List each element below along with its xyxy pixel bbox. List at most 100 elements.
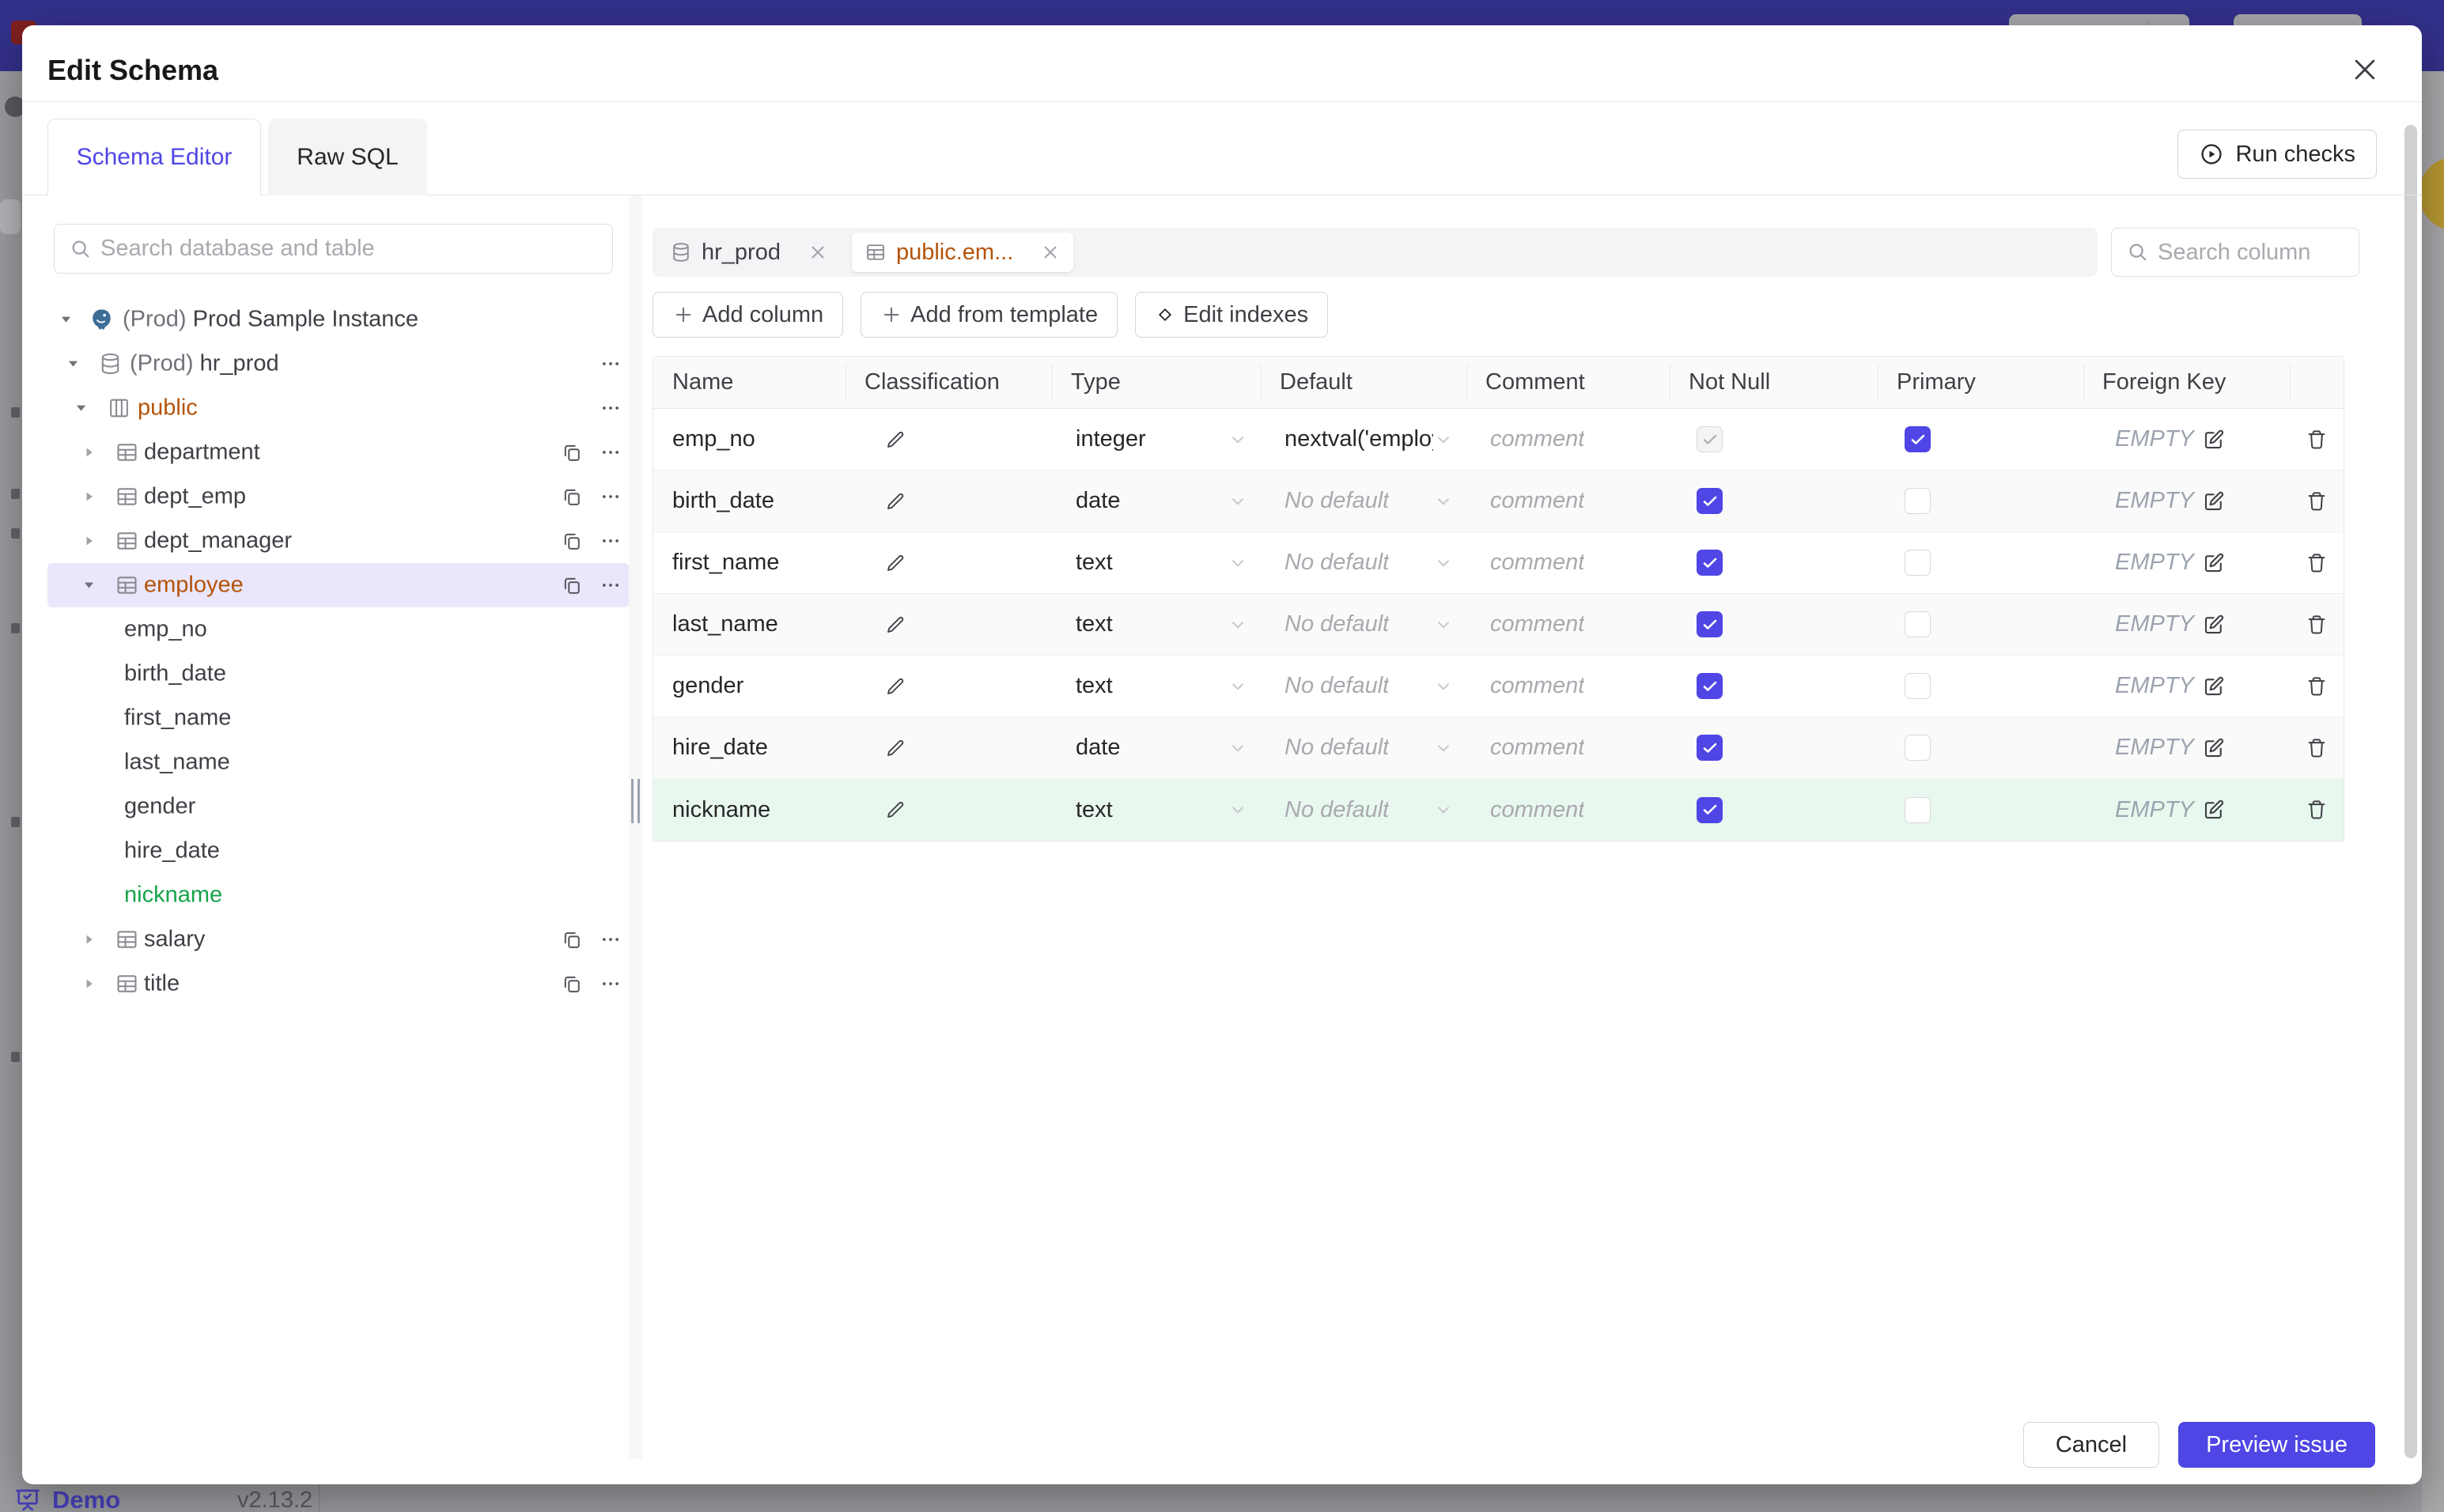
more-icon[interactable] <box>600 442 621 463</box>
tab-schema-editor[interactable]: Schema Editor <box>47 119 261 195</box>
primary-checkbox[interactable] <box>1905 488 1931 514</box>
caret-right-icon[interactable] <box>82 933 96 947</box>
close-chip-icon[interactable] <box>1040 242 1061 263</box>
column-name-cell[interactable]: hire_date <box>672 735 768 760</box>
run-checks-button[interactable]: Run checks <box>2177 130 2377 179</box>
column-name-cell[interactable]: nickname <box>672 796 771 822</box>
delete-column-icon[interactable] <box>2305 675 2329 698</box>
foreign-key-edit-icon[interactable] <box>2202 736 2226 760</box>
classification-edit-icon[interactable] <box>883 798 907 822</box>
copy-icon[interactable] <box>561 530 583 552</box>
tree-item-dept_manager[interactable]: dept_manager <box>47 519 629 563</box>
type-select[interactable]: text <box>1052 532 1261 593</box>
tab-raw-sql[interactable]: Raw SQL <box>268 119 427 195</box>
tree-item-birth_date[interactable]: birth_date <box>47 652 629 696</box>
comment-input[interactable]: comment <box>1490 611 1585 637</box>
column-name-cell[interactable]: birth_date <box>672 488 774 513</box>
delete-column-icon[interactable] <box>2305 551 2329 575</box>
default-select[interactable]: No default <box>1261 656 1466 716</box>
more-icon[interactable] <box>600 486 621 507</box>
column-search-input[interactable] <box>2158 229 2349 276</box>
copy-icon[interactable] <box>561 574 583 596</box>
default-select[interactable]: nextval('employ <box>1261 409 1466 470</box>
edit-indexes-button[interactable]: Edit indexes <box>1135 292 1329 338</box>
caret-right-icon[interactable] <box>82 977 96 991</box>
more-icon[interactable] <box>600 973 621 994</box>
preview-issue-button[interactable]: Preview issue <box>2178 1422 2375 1468</box>
caret-down-icon[interactable] <box>59 313 73 327</box>
comment-input[interactable]: comment <box>1490 550 1585 575</box>
comment-input[interactable]: comment <box>1490 488 1585 513</box>
classification-edit-icon[interactable] <box>883 490 907 513</box>
default-select[interactable]: No default <box>1261 471 1466 531</box>
column-name-cell[interactable]: gender <box>672 673 744 698</box>
close-chip-icon[interactable] <box>808 242 828 263</box>
tab-chip-public-employee[interactable]: public.em... <box>851 232 1074 272</box>
not-null-checkbox[interactable] <box>1697 488 1723 514</box>
primary-checkbox[interactable] <box>1905 796 1931 823</box>
comment-input[interactable]: comment <box>1490 735 1585 760</box>
delete-column-icon[interactable] <box>2305 736 2329 760</box>
caret-right-icon[interactable] <box>82 446 96 459</box>
column-name-cell[interactable]: last_name <box>672 611 778 637</box>
foreign-key-edit-icon[interactable] <box>2202 798 2226 822</box>
type-select[interactable]: text <box>1052 594 1261 655</box>
foreign-key-edit-icon[interactable] <box>2202 428 2226 452</box>
foreign-key-edit-icon[interactable] <box>2202 490 2226 513</box>
copy-icon[interactable] <box>561 441 583 463</box>
tree-item-employee[interactable]: employee <box>47 563 629 607</box>
database-search-input[interactable] <box>100 225 603 273</box>
classification-edit-icon[interactable] <box>883 736 907 760</box>
caret-down-icon[interactable] <box>74 402 88 415</box>
type-select[interactable]: text <box>1052 779 1261 841</box>
tree-item-gender[interactable]: gender <box>47 784 629 829</box>
column-name-cell[interactable]: emp_no <box>672 426 755 452</box>
copy-icon[interactable] <box>561 486 583 508</box>
column-name-cell[interactable]: first_name <box>672 550 780 575</box>
not-null-checkbox[interactable] <box>1697 735 1723 761</box>
foreign-key-edit-icon[interactable] <box>2202 675 2226 698</box>
delete-column-icon[interactable] <box>2305 490 2329 513</box>
foreign-key-edit-icon[interactable] <box>2202 613 2226 637</box>
caret-down-icon[interactable] <box>66 357 80 371</box>
tree-item-nickname[interactable]: nickname <box>47 873 629 917</box>
pane-resizer[interactable] <box>629 195 642 1459</box>
not-null-checkbox[interactable] <box>1697 611 1723 637</box>
tree-item-salary[interactable]: salary <box>47 917 629 962</box>
modal-scrollbar[interactable] <box>2404 125 2417 1458</box>
tree-item-emp_no[interactable]: emp_no <box>47 607 629 652</box>
delete-column-icon[interactable] <box>2305 613 2329 637</box>
primary-checkbox[interactable] <box>1905 735 1931 761</box>
comment-input[interactable]: comment <box>1490 673 1585 698</box>
tree-item-hire_date[interactable]: hire_date <box>47 829 629 873</box>
more-icon[interactable] <box>600 929 621 950</box>
default-select[interactable]: No default <box>1261 532 1466 593</box>
close-icon[interactable] <box>2349 54 2381 85</box>
default-select[interactable]: No default <box>1261 717 1466 778</box>
more-icon[interactable] <box>600 531 621 551</box>
primary-checkbox[interactable] <box>1905 426 1931 452</box>
default-select[interactable]: No default <box>1261 779 1466 841</box>
not-null-checkbox[interactable] <box>1697 796 1723 823</box>
tree-item-department[interactable]: department <box>47 430 629 474</box>
comment-input[interactable]: comment <box>1490 426 1585 452</box>
copy-icon[interactable] <box>561 973 583 995</box>
not-null-checkbox[interactable] <box>1697 426 1723 452</box>
caret-right-icon[interactable] <box>82 490 96 504</box>
more-icon[interactable] <box>600 353 621 374</box>
tree-item-hr_prod[interactable]: (Prod) hr_prod <box>47 342 629 386</box>
tab-chip-hr-prod[interactable]: hr_prod <box>657 232 841 272</box>
tree-item-title[interactable]: title <box>47 962 629 1006</box>
add-column-button[interactable]: Add column <box>653 292 844 338</box>
not-null-checkbox[interactable] <box>1697 550 1723 576</box>
primary-checkbox[interactable] <box>1905 673 1931 699</box>
classification-edit-icon[interactable] <box>883 613 907 637</box>
delete-column-icon[interactable] <box>2305 798 2329 822</box>
classification-edit-icon[interactable] <box>883 428 907 452</box>
delete-column-icon[interactable] <box>2305 428 2329 452</box>
foreign-key-edit-icon[interactable] <box>2202 551 2226 575</box>
more-icon[interactable] <box>600 398 621 418</box>
type-select[interactable]: integer <box>1052 409 1261 470</box>
more-icon[interactable] <box>600 575 621 595</box>
classification-edit-icon[interactable] <box>883 675 907 698</box>
